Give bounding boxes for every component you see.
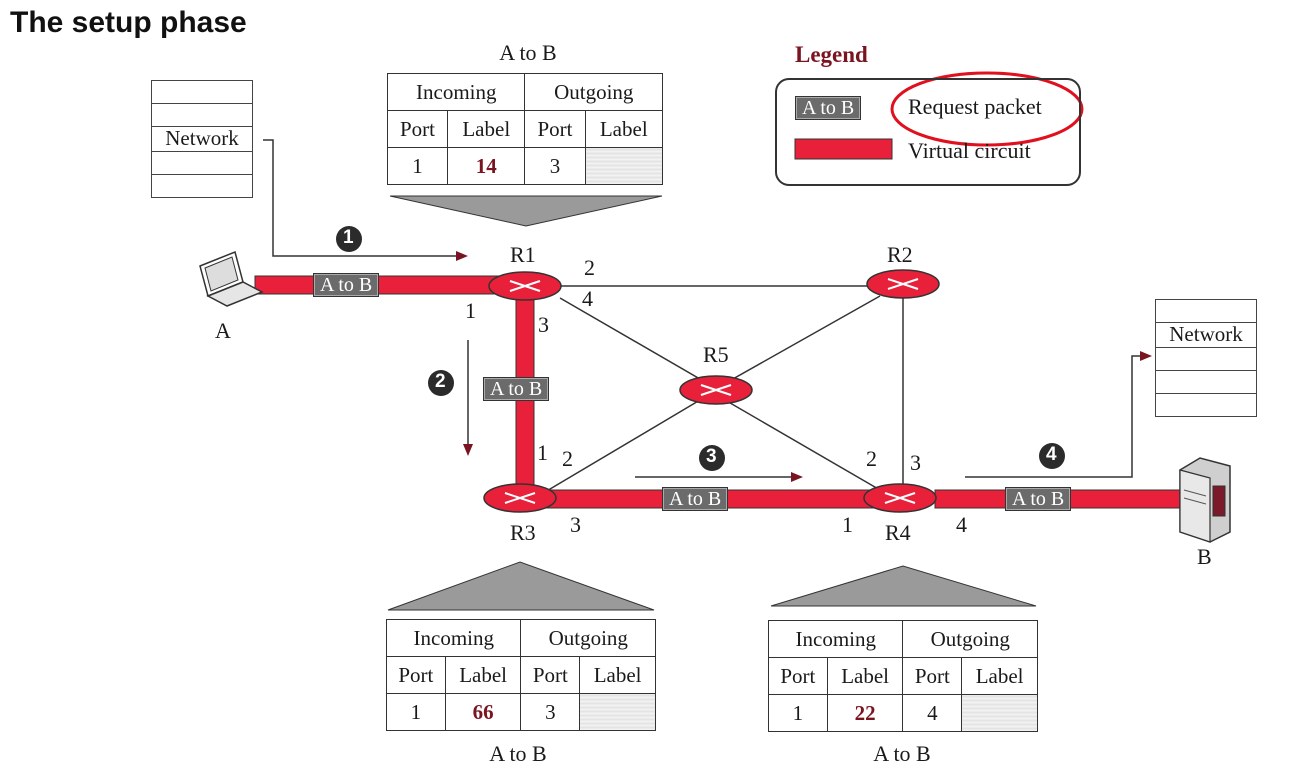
table-r1-outgoing: Outgoing [524,73,663,111]
network-stack-b: Network [1155,299,1257,417]
legend-box [775,78,1081,186]
table-r4-col: Port [902,657,963,695]
router-r2 [866,269,940,299]
table-r3-out-port: 3 [520,693,581,731]
port-r4-3: 3 [910,450,921,475]
table-r1-out-port: 3 [524,147,586,185]
pointer-r1-table [389,195,663,227]
table-r4-outgoing: Outgoing [902,620,1038,658]
packet-r4-b: A to B [1005,487,1072,511]
table-r3-col: Port [520,656,581,694]
legend-request-label: Request packet [908,94,1042,119]
step-4-number: 4 [1046,444,1057,465]
link-r5-r3 [544,399,701,493]
table-r1-col: Label [447,110,526,148]
link-r1-r5 [559,297,713,387]
router-r3 [483,483,557,513]
table-r3-col: Port [386,656,446,694]
router-r4 [863,483,937,513]
request-packet-highlight [890,71,1084,147]
server-b-icon [1179,457,1231,543]
packet-r1-r3: A to B [483,377,550,401]
laptop-a-icon [199,250,264,307]
step-1-badge [336,226,362,252]
table-r4-incoming: Incoming [767,620,904,658]
table-r3-col: Label [444,656,522,694]
table-r4-col: Port [768,657,828,695]
host-b-label: B [1197,544,1212,569]
port-r3-1: 1 [537,440,548,465]
network-layer-label-b: Network [1156,323,1256,348]
table-r1-col: Port [386,110,449,148]
page-title: The setup phase [10,6,247,39]
table-r3-incoming: Incoming [385,619,522,657]
link-r2-r5 [723,295,881,385]
port-r1-3: 3 [538,312,549,337]
port-r3-2: 2 [562,446,573,471]
step-3-number: 3 [706,446,717,467]
table-r3-out-label [579,693,656,731]
router-r1 [488,271,562,301]
packet-r3-r4: A to B [662,487,729,511]
table-r1-in-label: 14 [447,147,526,185]
table-r4-out-label [961,694,1038,732]
table-r4-col: Label [961,657,1038,695]
pointer-r4-table [770,565,1037,607]
router-r4-label: R4 [885,520,911,545]
arrow-step-4 [965,355,1145,478]
table-r4-col: Label [826,657,904,695]
table-r4-caption: A to B [873,741,931,766]
legend-circuit-label: Virtual circuit [908,138,1031,163]
router-r5 [679,375,753,405]
port-r1-2: 2 [584,255,595,280]
router-r2-label: R2 [887,242,913,267]
table-r1-out-label [584,147,663,185]
router-r3-label: R3 [510,520,536,545]
table-r1-caption: A to B [499,40,557,65]
step-1-number: 1 [343,227,354,248]
packet-a-r1: A to B [313,273,380,297]
table-r4-out-port: 4 [902,694,963,732]
legend-circuit-swatch [794,138,893,160]
legend-packet-sample: A to B [795,96,862,120]
pointer-r3-table [387,561,655,611]
table-r4-in-port: 1 [768,694,828,732]
router-r1-label: R1 [510,242,536,267]
port-r3-3: 3 [570,512,581,537]
step-4-badge [1039,443,1065,469]
table-r1-in-port: 1 [386,147,449,185]
router-r5-label: R5 [703,342,729,367]
legend-title: Legend [795,42,868,67]
table-r3-in-label: 66 [444,693,522,731]
arrow-step-1 [263,139,462,257]
table-r1-incoming: Incoming [386,73,526,111]
table-r3-in-port: 1 [386,693,446,731]
step-2-badge [428,370,454,396]
port-r4-4: 4 [956,512,967,537]
port-r4-1: 1 [842,512,853,537]
link-r5-r4 [724,399,881,491]
table-r3-caption: A to B [489,741,547,766]
network-layer-label-a: Network [152,127,252,152]
table-r4: Incoming Outgoing Port Label Port Label … [767,620,1038,732]
table-r3: Incoming Outgoing Port Label Port Label … [385,619,656,731]
table-r1-col: Port [524,110,586,148]
table-r3-col: Label [579,656,656,694]
step-3-badge [699,445,725,471]
table-r1: Incoming Outgoing Port Label Port Label … [386,73,663,185]
host-a-label: A [215,318,231,343]
port-r4-2: 2 [866,446,877,471]
step-2-number: 2 [435,371,446,392]
network-stack-a: Network [151,80,253,198]
table-r1-col: Label [584,110,663,148]
table-r3-outgoing: Outgoing [520,619,656,657]
port-r1-1: 1 [465,298,476,323]
port-r1-4: 4 [582,286,593,311]
table-r4-in-label: 22 [826,694,904,732]
